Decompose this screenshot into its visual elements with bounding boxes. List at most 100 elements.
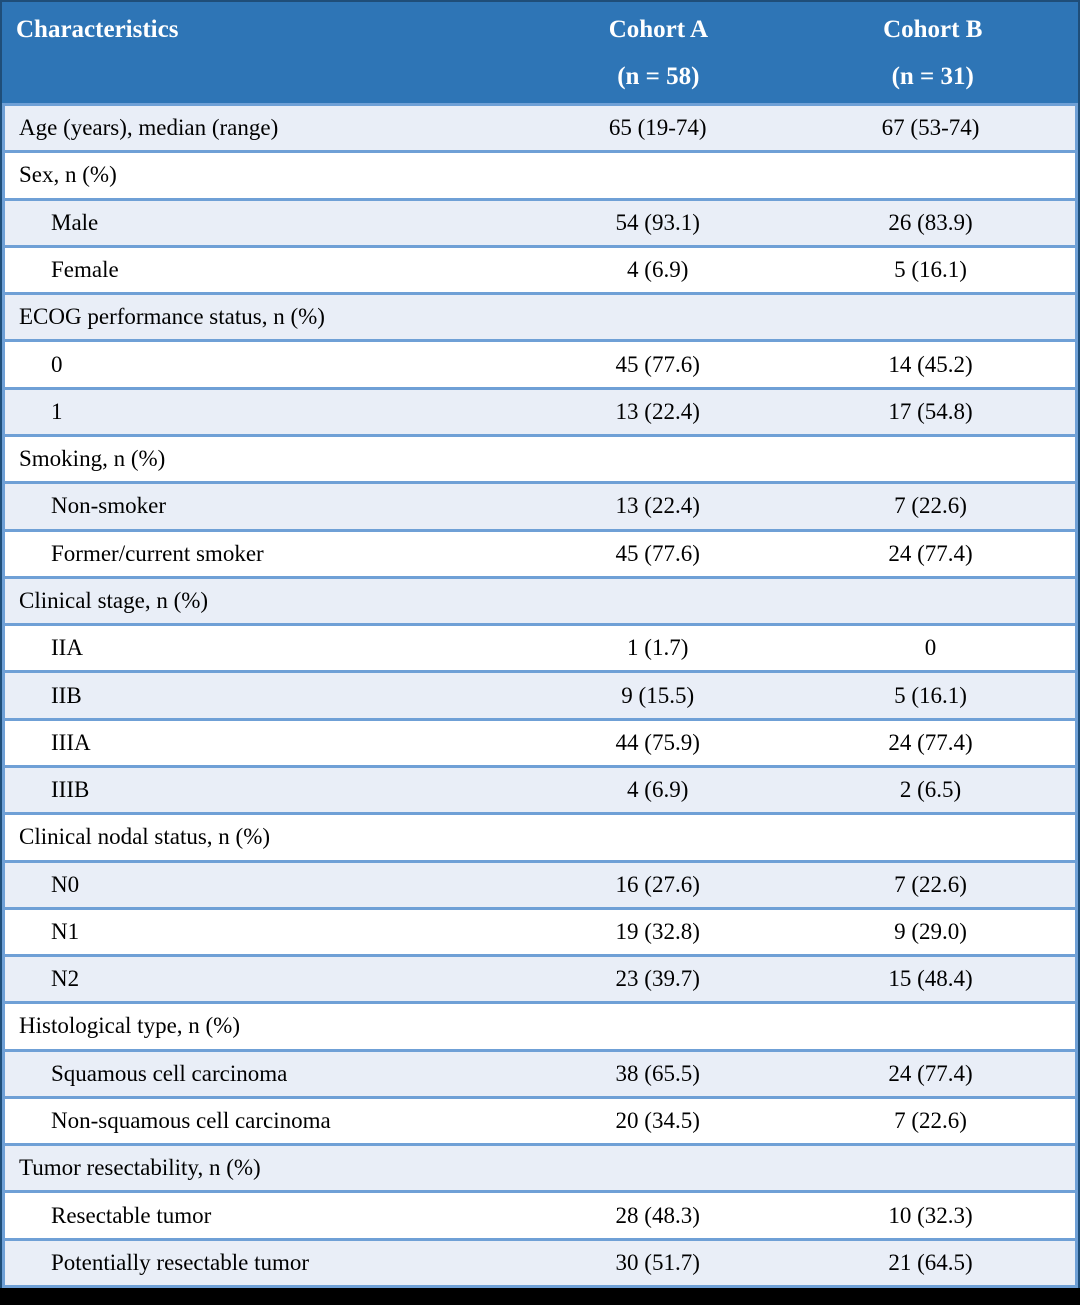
row-label: IIIB [51,777,90,803]
cohort-b-value: 5 (16.1) [894,256,967,282]
table-row: Female 4 (6.9) 5 (16.1) [2,244,1078,293]
cohort-b-value: 7 (22.6) [894,871,967,897]
cohort-a-value: 1 (1.7) [627,635,689,661]
row-label: Resectable tumor [51,1202,212,1228]
cohort-a-value: 13 (22.4) [615,493,700,519]
cohort-a-value: 20 (34.5) [615,1108,700,1134]
table-row: Smoking, n (%) [2,433,1078,482]
cohort-b-value [786,1004,1075,1048]
header-characteristics: Characteristics [2,2,529,103]
cohort-b-value: 10 (32.3) [888,1202,973,1228]
cohort-b-value: 2 (6.5) [899,777,962,803]
cohort-a-value [529,153,786,197]
cohort-b-value: 15 (48.4) [888,966,973,992]
cohort-a-value: 54 (93.1) [615,209,700,235]
cohort-b-value [786,1146,1075,1190]
header-cohort-b-n: (n = 31) [891,62,974,90]
cohort-b-value: 9 (29.0) [894,918,967,944]
cohort-a-value [529,437,786,481]
row-label: Sex, n (%) [19,162,117,188]
cohort-b-value [786,815,1075,859]
table-row: Former/current smoker 45 (77.6) 24 (77.4… [2,528,1078,576]
table-row: Clinical stage, n (%) [2,575,1078,624]
table-row: Age (years), median (range) 65 (19-74) 6… [2,103,1078,151]
cohort-b-value: 0 [924,635,937,661]
cohort-b-value [786,437,1075,481]
table-row: Squamous cell carcinoma 38 (65.5) 24 (77… [2,1048,1078,1096]
cohort-a-value: 16 (27.6) [615,871,700,897]
cohort-a-value: 44 (75.9) [615,729,700,755]
table-row: Clinical nodal status, n (%) [2,812,1078,860]
cohort-a-value [529,1004,786,1048]
row-label: ECOG performance status, n (%) [19,304,325,330]
cohort-b-value [786,295,1075,339]
row-label: IIIA [51,729,91,755]
header-characteristics-label: Characteristics [16,16,179,43]
table-rows: Age (years), median (range) 65 (19-74) 6… [2,103,1078,1289]
table-row: Sex, n (%) [2,150,1078,198]
cohort-b-value: 14 (45.2) [888,351,973,377]
row-label: 1 [51,398,63,424]
table-row: Potentially resectable tumor 30 (51.7) 2… [2,1237,1078,1289]
table-row: IIB 9 (15.5) 5 (16.1) [2,670,1078,718]
cohort-b-value: 21 (64.5) [888,1249,973,1275]
cohort-a-value: 38 (65.5) [615,1060,700,1086]
cohort-a-value: 45 (77.6) [615,540,700,566]
table-row: Non-squamous cell carcinoma 20 (34.5) 7 … [2,1095,1078,1144]
cohort-a-value: 4 (6.9) [627,777,689,803]
cohort-a-value: 9 (15.5) [621,682,695,708]
cohort-b-value [786,579,1075,623]
row-label: IIB [51,682,82,708]
table-row: Histological type, n (%) [2,1001,1078,1049]
header-cohort-a: Cohort A (n = 58) [529,2,787,103]
table-row: Resectable tumor 28 (48.3) 10 (32.3) [2,1190,1078,1238]
cohort-a-value: 13 (22.4) [615,398,700,424]
row-label: Smoking, n (%) [19,446,166,472]
cohort-b-value: 24 (77.4) [888,729,973,755]
header-cohort-b-name: Cohort B [883,16,983,43]
row-label: Histological type, n (%) [19,1013,241,1039]
header-cohort-a-name: Cohort A [608,16,708,43]
row-label: Female [51,256,119,282]
table-row: N2 23 (39.7) 15 (48.4) [2,954,1078,1002]
row-label: Tumor resectability, n (%) [19,1155,261,1181]
table-row: IIIA 44 (75.9) 24 (77.4) [2,717,1078,765]
cohort-b-value: 67 (53-74) [881,115,980,141]
cohort-b-value: 24 (77.4) [888,540,973,566]
row-label: 0 [51,351,63,377]
row-label: Squamous cell carcinoma [51,1060,288,1086]
row-label: Non-squamous cell carcinoma [51,1108,331,1134]
table-row: N1 19 (32.8) 9 (29.0) [2,906,1078,955]
header-cohort-b: Cohort B (n = 31) [787,2,1078,103]
row-label: N0 [51,871,80,897]
table-row: IIIB 4 (6.9) 2 (6.5) [2,764,1078,813]
cohort-a-value [529,815,786,859]
cohort-a-value [529,295,786,339]
cohort-a-value [529,579,786,623]
table-row: Non-smoker 13 (22.4) 7 (22.6) [2,481,1078,529]
row-label: Male [51,209,99,235]
cohort-b-value: 17 (54.8) [888,398,973,424]
header-cohort-a-n: (n = 58) [617,62,700,90]
table-row: N0 16 (27.6) 7 (22.6) [2,859,1078,907]
bottom-black-bar [0,1288,1080,1305]
row-label: Potentially resectable tumor [51,1249,310,1275]
table-row: Male 54 (93.1) 26 (83.9) [2,197,1078,245]
cohort-a-value: 4 (6.9) [627,256,689,282]
cohort-a-value: 65 (19-74) [608,115,707,141]
row-label: Non-smoker [51,493,166,519]
cohort-a-value: 45 (77.6) [615,351,700,377]
cohort-a-value: 19 (32.8) [615,918,700,944]
table-row: 1 13 (22.4) 17 (54.8) [2,386,1078,434]
cohort-b-value: 7 (22.6) [894,1108,967,1134]
cohort-b-value [786,153,1075,197]
row-label: N2 [51,966,80,992]
row-label: Former/current smoker [51,540,264,566]
cohort-b-value: 7 (22.6) [894,493,967,519]
cohort-b-value: 26 (83.9) [888,209,973,235]
cohort-a-value: 28 (48.3) [615,1202,700,1228]
table-row: IIA 1 (1.7) 0 [2,623,1078,671]
table-row: 0 45 (77.6) 14 (45.2) [2,339,1078,387]
